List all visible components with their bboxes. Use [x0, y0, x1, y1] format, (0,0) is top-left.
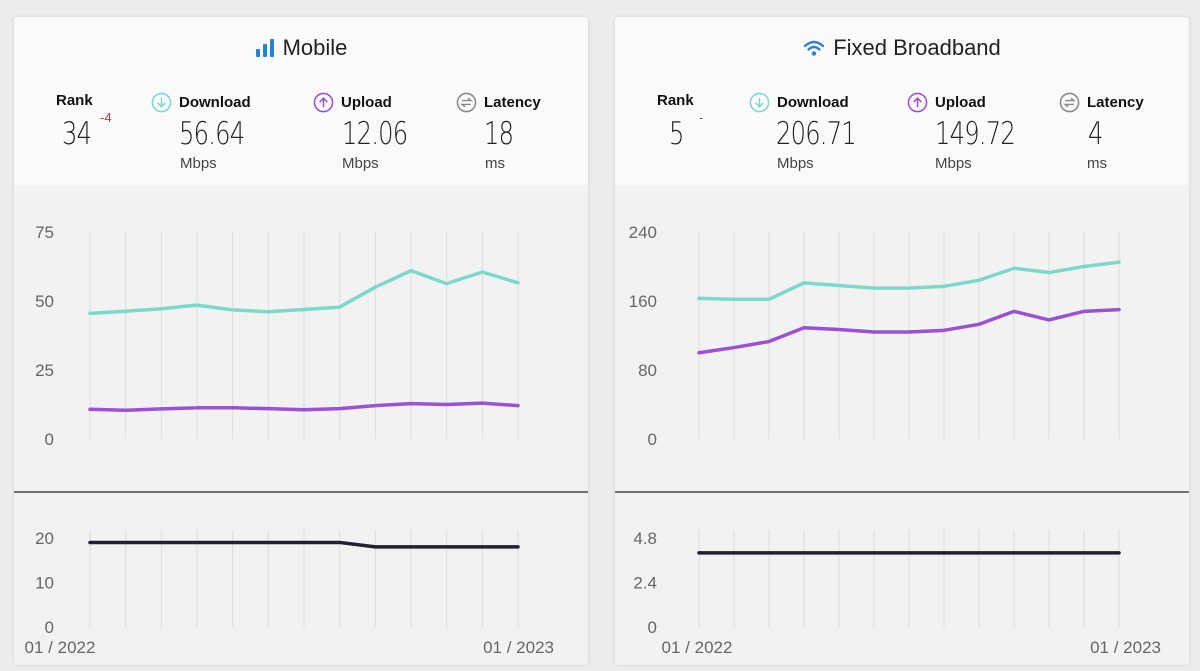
x-tick-label: 01 / 2023: [1090, 638, 1161, 657]
download-series-line: [697, 260, 1121, 302]
y-tick-label: 25: [35, 361, 54, 380]
download-unit: Mbps: [777, 155, 814, 172]
y-tick-label: 80: [638, 361, 657, 380]
upload-series-line: [88, 401, 520, 413]
mobile-summary: Mobile Rank 34 -4 Download 56.64 Mbps Up…: [14, 17, 588, 185]
y-tick-label: 75: [35, 223, 54, 242]
sub-y-tick-label: 4.8: [633, 529, 657, 548]
sub-y-tick-label: 10: [35, 574, 54, 593]
latency-icon: [1059, 92, 1080, 113]
rank-label: Rank: [657, 92, 694, 109]
y-tick-label: 0: [45, 430, 54, 449]
y-tick-label: 0: [648, 430, 657, 449]
upload-value: 12.06: [342, 116, 408, 152]
fixed-broadband-chart: 0 80 160 240 0 2.4 4.8 01 / 2022 01 / 2023: [615, 223, 1189, 657]
download-label: Download: [749, 92, 849, 113]
sub-y-tick-label: 0: [648, 618, 657, 637]
upload-unit: Mbps: [935, 155, 972, 172]
rank-label: Rank: [56, 92, 93, 109]
download-series-line: [88, 268, 520, 316]
y-tick-label: 160: [629, 292, 657, 311]
signal-bars-icon: [255, 38, 275, 58]
download-value: 56.64: [179, 116, 245, 152]
panel-title: Fixed Broadband: [615, 35, 1189, 61]
sub-y-tick-label: 20: [35, 529, 54, 548]
latency-value: 18: [484, 116, 514, 152]
latency-label: Latency: [1059, 92, 1144, 113]
upload-icon: [907, 92, 928, 113]
y-tick-label: 240: [629, 223, 657, 242]
panel-title: Mobile: [14, 35, 588, 61]
upload-label-text: Upload: [341, 94, 392, 111]
x-tick-label: 01 / 2023: [483, 638, 554, 657]
download-unit: Mbps: [180, 155, 217, 172]
upload-unit: Mbps: [342, 155, 379, 172]
latency-series-line: [88, 540, 520, 549]
upload-label-text: Upload: [935, 94, 986, 111]
upload-label: Upload: [907, 92, 986, 113]
panel-title-text: Mobile: [282, 35, 348, 60]
latency-unit: ms: [1087, 155, 1107, 172]
sub-y-tick-label: 2.4: [633, 574, 657, 593]
download-label-text: Download: [777, 94, 849, 111]
upload-value: 149.72: [935, 116, 1016, 152]
fixed-broadband-panel: Fixed Broadband Rank 5 - Download 206.71…: [615, 17, 1189, 665]
upload-icon: [313, 92, 334, 113]
panel-title-text: Fixed Broadband: [833, 35, 1001, 60]
rank-value: 5: [669, 116, 684, 152]
fixed-broadband-summary: Fixed Broadband Rank 5 - Download 206.71…: [615, 17, 1189, 185]
sub-y-tick-label: 0: [45, 618, 54, 637]
x-tick-label: 01 / 2022: [25, 638, 96, 657]
rank-change: -4: [100, 110, 112, 125]
x-tick-label: 01 / 2022: [662, 638, 733, 657]
upload-label: Upload: [313, 92, 392, 113]
download-label-text: Download: [179, 94, 251, 111]
latency-unit: ms: [485, 155, 505, 172]
mobile-chart: 0 25 50 75 0 10 20 01 / 2022 01 / 2023: [14, 223, 588, 657]
latency-icon: [456, 92, 477, 113]
download-icon: [151, 92, 172, 113]
latency-label: Latency: [456, 92, 541, 113]
y-tick-label: 50: [35, 292, 54, 311]
download-icon: [749, 92, 770, 113]
download-value: 206.71: [776, 116, 857, 152]
latency-label-text: Latency: [484, 94, 541, 111]
latency-value: 4: [1088, 116, 1103, 152]
wifi-icon: [803, 38, 825, 58]
rank-change: -: [699, 110, 704, 125]
latency-label-text: Latency: [1087, 94, 1144, 111]
upload-series-line: [697, 307, 1121, 355]
rank-value: 34: [62, 116, 92, 152]
mobile-panel: Mobile Rank 34 -4 Download 56.64 Mbps Up…: [14, 17, 588, 665]
download-label: Download: [151, 92, 251, 113]
